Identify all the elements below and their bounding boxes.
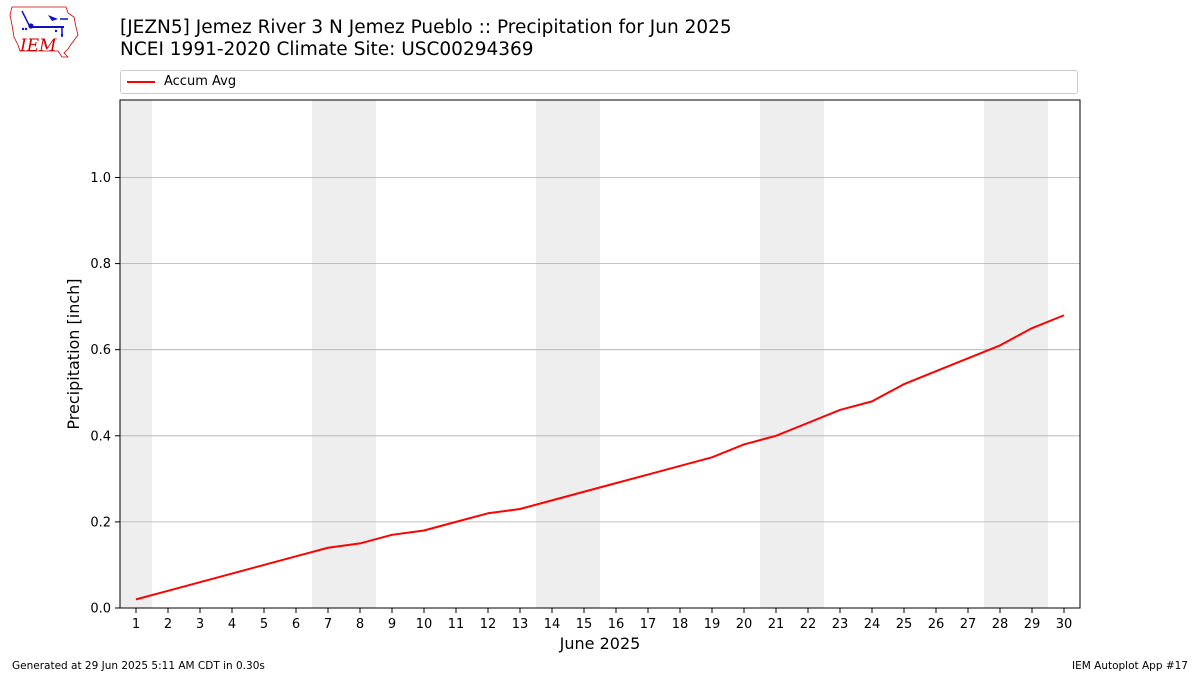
x-tick-label: 5 [260, 617, 268, 632]
x-tick-label: 25 [896, 617, 913, 632]
x-tick-label: 26 [928, 617, 945, 632]
x-tick-label: 11 [448, 617, 465, 632]
x-tick-label: 16 [608, 617, 625, 632]
legend-label-accum-avg: Accum Avg [164, 74, 237, 89]
x-tick-label: 29 [1024, 617, 1041, 632]
iem-logo: IEM [9, 6, 79, 58]
weekend-shade-day-14 [536, 100, 568, 608]
x-tick-label: 10 [416, 617, 433, 632]
y-tick-label: 0.0 [90, 602, 111, 617]
grid-lines [120, 177, 1080, 523]
x-tick-label: 4 [228, 617, 236, 632]
series-layer [135, 314, 1065, 601]
x-tick-label: 17 [640, 617, 657, 632]
legend: Accum Avg [120, 70, 1078, 94]
x-tick-label: 1 [132, 617, 140, 632]
app-label: IEM Autoplot App #17 [1072, 660, 1188, 672]
x-tick-label: 28 [992, 617, 1009, 632]
weekend-shade-day-1 [120, 100, 152, 608]
y-tick-label: 0.8 [90, 257, 111, 272]
x-tick-label: 30 [1056, 617, 1073, 632]
y-tick-label: 0.6 [90, 343, 111, 358]
y-tick-label: 0.2 [90, 515, 111, 530]
x-tick-label: 20 [736, 617, 753, 632]
chart-title: [JEZN5] Jemez River 3 N Jemez Pueblo :: … [120, 17, 732, 38]
weekend-shade-day-28 [984, 100, 1016, 608]
logo-text: IEM [19, 36, 57, 56]
x-tick-label: 22 [800, 617, 817, 632]
y-axis-label: Precipitation [inch] [64, 278, 83, 429]
x-tick-label: 27 [960, 617, 977, 632]
x-tick-label: 24 [864, 617, 881, 632]
weekend-shade-day-15 [568, 100, 600, 608]
weekend-shade-day-21 [760, 100, 792, 608]
weekend-shade-day-8 [344, 100, 376, 608]
series-line-accum-avg [135, 314, 1065, 601]
x-tick-label: 6 [292, 617, 300, 632]
weekend-shading [120, 100, 1048, 608]
x-axis-label: June 2025 [559, 634, 641, 653]
x-tick-label: 9 [388, 617, 396, 632]
x-tick-label: 15 [576, 617, 593, 632]
y-tick-label: 1.0 [90, 171, 111, 186]
x-tick-label: 8 [356, 617, 364, 632]
weekend-shade-day-29 [1016, 100, 1048, 608]
weekend-shade-day-22 [792, 100, 824, 608]
chart-subtitle: NCEI 1991-2020 Climate Site: USC00294369 [120, 39, 534, 60]
x-tick-label: 7 [324, 617, 332, 632]
x-tick-label: 14 [544, 617, 561, 632]
x-tick-label: 2 [164, 617, 172, 632]
x-tick-label: 12 [480, 617, 497, 632]
x-tick-label: 21 [768, 617, 785, 632]
x-tick-label: 23 [832, 617, 849, 632]
generated-timestamp: Generated at 29 Jun 2025 5:11 AM CDT in … [12, 660, 265, 672]
y-tick-label: 0.4 [90, 429, 111, 444]
weekend-shade-day-7 [312, 100, 344, 608]
legend-swatch-accum-avg [127, 81, 155, 83]
axes: 1 2 3 4 5 6 7 8 9 10 11 12 13 14 15 16 17 18 19 20 21 22 23 24 2… [90, 171, 1072, 632]
x-tick-label: 13 [512, 617, 529, 632]
x-tick-label: 19 [704, 617, 721, 632]
x-tick-label: 3 [196, 617, 204, 632]
plot-frame [119, 99, 1081, 609]
x-tick-label: 18 [672, 617, 689, 632]
